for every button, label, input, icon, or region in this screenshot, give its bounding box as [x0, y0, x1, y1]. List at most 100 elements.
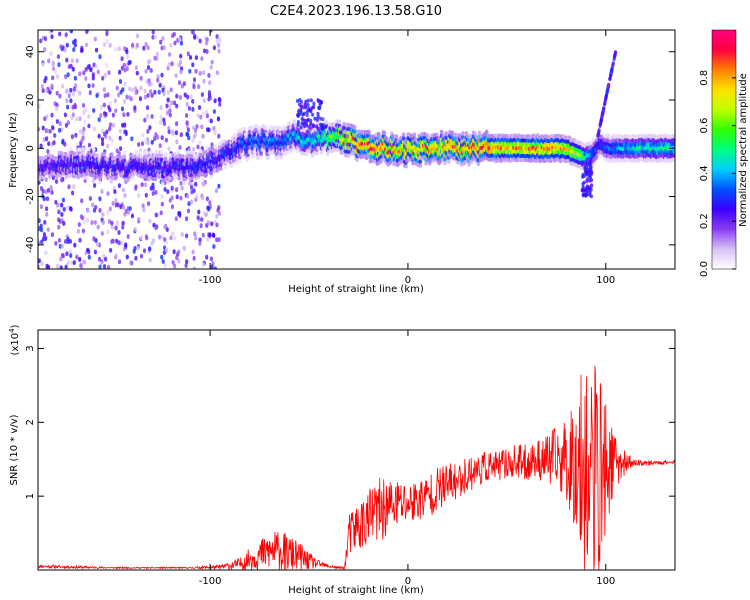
spectrogram-burst-cell [610, 69, 614, 74]
spectrogram-noise-cell [151, 191, 155, 196]
spectrogram-noise-cell [75, 254, 79, 260]
spectrogram-noise-cell [160, 201, 164, 207]
spectrogram-noise-cell [103, 131, 107, 137]
spectrogram-noise-cell [158, 82, 162, 88]
spectrogram-noise-cell [80, 47, 84, 53]
spectrogram-noise-cell [164, 223, 168, 229]
spectrogram-ridge-cell [388, 160, 393, 165]
spectrogram-noise-cell [78, 129, 83, 134]
spectrogram-noise-cell [192, 84, 196, 90]
spectrogram-burst-cell [311, 123, 315, 128]
spectrogram-noise-cell [73, 42, 77, 48]
spectrogram-burst-cell [302, 124, 307, 129]
spectrogram-noise-cell [170, 100, 174, 106]
spectrogram-y-axis-label: Frequency (Hz) [8, 112, 19, 188]
spectrogram-noise-cell [101, 141, 105, 147]
spectrogram-ridge-cell [77, 147, 82, 152]
spectrogram-noise-cell [72, 47, 76, 52]
spectrogram-noise-cell [115, 148, 119, 154]
spectrogram-ridge-cell [183, 177, 187, 182]
spectrogram-ridge-cell [382, 130, 387, 136]
spectrogram-noise-cell [55, 106, 59, 111]
spectrogram-ridge-cell [259, 155, 263, 160]
spectrogram-noise-cell [115, 85, 119, 91]
colorbar: 0.00.20.40.60.8 Normalized spectral ampl… [699, 29, 749, 277]
spectrogram-noise-cell [217, 183, 221, 189]
spectrogram-noise-cell [178, 37, 182, 42]
spectrogram-noise-cell [43, 220, 47, 225]
spectrogram-burst-cell [611, 61, 615, 66]
spectrogram-noise-cell [113, 189, 117, 195]
spectrogram-noise-cell [133, 105, 137, 111]
spectrogram-cells [38, 30, 675, 269]
spectrogram-noise-cell [83, 119, 87, 125]
spectrogram-burst-cell [582, 180, 586, 185]
spectrogram-y-tick-label: -40 [25, 237, 36, 253]
spectrogram-ridge-cell [401, 132, 406, 137]
spectrogram-noise-cell [92, 236, 96, 242]
spectrogram-noise-cell [206, 127, 210, 132]
spectrogram-noise-cell [61, 253, 65, 259]
spectrogram-noise-cell [135, 42, 139, 48]
spectrogram-noise-cell [101, 75, 105, 81]
spectrogram-noise-cell [191, 62, 195, 68]
spectrogram-noise-cell [65, 57, 69, 63]
spectrogram-noise-cell [105, 62, 109, 68]
spectrogram-noise-cell [197, 84, 201, 89]
spectrogram-noise-cell [133, 226, 137, 232]
spectrogram-noise-cell [134, 65, 138, 70]
spectrogram-noise-cell [106, 265, 111, 269]
spectrogram-noise-cell [61, 197, 65, 203]
spectrogram-noise-cell [128, 86, 132, 92]
spectrogram-noise-cell [120, 56, 124, 62]
spectrogram-burst-cell [299, 104, 303, 109]
spectrogram-noise-cell [121, 220, 125, 226]
spectrogram-noise-cell [84, 67, 88, 72]
spectrogram-ridge-cell [177, 176, 181, 181]
spectrogram-noise-cell [123, 81, 127, 87]
spectrogram-noise-cell [188, 55, 193, 60]
spectrogram-ridge-cell [350, 151, 355, 156]
spectrogram-noise-cell [102, 102, 106, 108]
spectrogram-noise-cell [109, 247, 113, 253]
spectrogram-noise-cell [172, 100, 177, 106]
spectrogram-noise-cell [81, 103, 86, 108]
spectrogram-noise-cell [102, 264, 107, 269]
spectrogram-noise-cell [191, 30, 195, 35]
snr-x-tick-label: -100 [199, 576, 222, 587]
spectrogram-burst-cell [605, 88, 610, 93]
spectrogram-noise-cell [151, 30, 155, 35]
spectrogram-noise-cell [100, 137, 105, 142]
spectrogram-noise-cell [133, 246, 137, 251]
spectrogram-ridge-cell [391, 133, 395, 139]
spectrogram-noise-cell [100, 231, 104, 236]
snr-y-axis-label: SNR (10 * v/v) [9, 414, 20, 485]
spectrogram-noise-cell [59, 265, 63, 269]
spectrogram-ridge-cell [68, 169, 72, 174]
spectrogram-noise-cell [178, 213, 182, 218]
spectrogram-noise-cell [56, 263, 60, 269]
spectrogram-noise-cell [43, 78, 47, 84]
spectrogram-noise-cell [91, 83, 95, 88]
spectrogram-noise-cell [54, 241, 58, 246]
spectrogram-noise-cell [73, 242, 77, 248]
spectrogram-ridge-cell [153, 176, 158, 182]
spectrogram-noise-cell [65, 251, 69, 257]
spectrogram-noise-cell [76, 228, 80, 234]
spectrogram-ridge-cell [81, 146, 85, 151]
spectrogram-noise-cell [200, 124, 204, 130]
spectrogram-noise-cell [92, 62, 96, 68]
spectrogram-noise-cell [142, 45, 146, 51]
spectrogram-noise-cell [149, 68, 153, 73]
spectrogram-noise-cell [88, 196, 92, 201]
spectrogram-noise-cell [217, 237, 221, 242]
snr-y-tick-label: 2 [25, 419, 36, 425]
spectrogram-ridge-cell [246, 156, 250, 161]
spectrogram-noise-cell [114, 108, 118, 114]
spectrogram-noise-cell [104, 256, 108, 262]
spectrogram-burst-cell [320, 124, 324, 129]
spectrogram-ridge-cell [266, 155, 271, 160]
spectrogram-ridge-cell [279, 155, 284, 160]
spectrogram-noise-cell [212, 125, 216, 131]
